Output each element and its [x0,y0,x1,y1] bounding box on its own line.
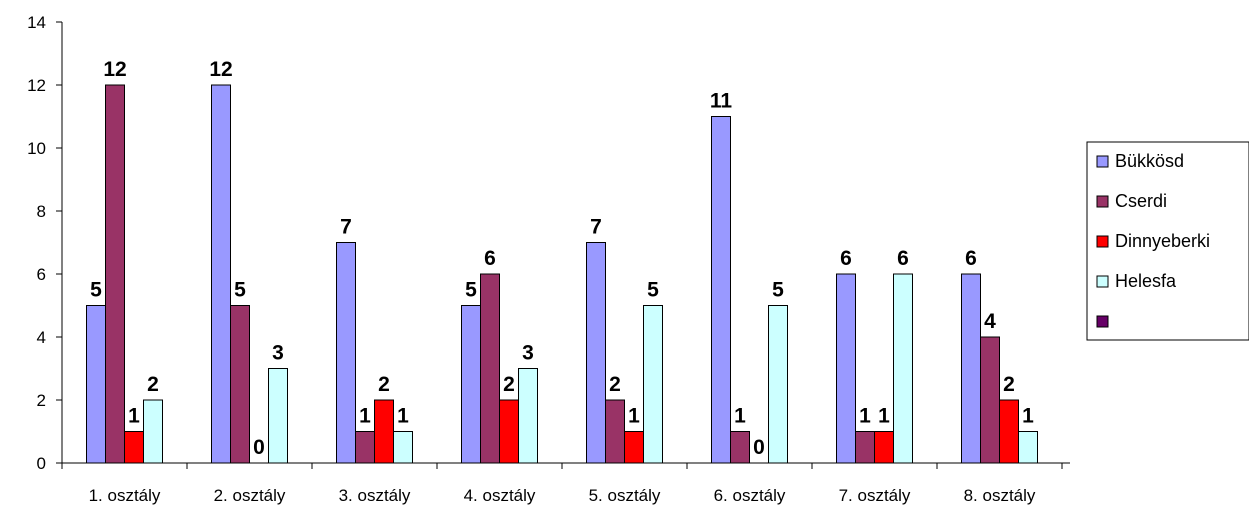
data-label: 7 [340,216,352,239]
data-label: 1 [628,405,640,428]
bar-bükkösd [836,273,856,464]
y-tick-label: 14 [27,13,46,32]
bar-cserdi [355,431,375,464]
bar-bükkösd [586,242,606,464]
data-label: 5 [647,279,659,302]
y-tick-label: 0 [37,454,46,473]
data-label: 5 [465,279,477,302]
x-tick-label: 2. osztály [214,486,286,505]
data-label: 2 [147,373,159,396]
bar-helesfa [268,368,288,464]
data-label: 11 [710,90,733,113]
data-label: 2 [378,373,390,396]
data-label: 5 [90,279,102,302]
data-label: 7 [590,216,602,239]
data-label: 12 [209,58,232,81]
legend-label: Helesfa [1115,271,1177,291]
bar-dinnyeberki [124,431,144,464]
data-label: 6 [484,247,496,270]
x-tick-label: 3. osztály [339,486,411,505]
x-tick-label: 4. osztály [464,486,536,505]
legend-swatch [1096,275,1109,288]
legend-label: Cserdi [1115,191,1167,211]
data-label: 1 [878,405,890,428]
data-label: 1 [128,405,140,428]
bar-cserdi [230,305,250,464]
bar-dinnyeberki [874,431,894,464]
data-label: 6 [897,247,909,270]
y-tick-label: 2 [37,391,46,410]
bar-dinnyeberki [374,399,394,464]
data-label: 1 [859,405,871,428]
bar-helesfa [518,368,538,464]
bar-cserdi [855,431,875,464]
data-label: 3 [272,342,284,365]
legend-swatch [1096,195,1109,208]
data-label: 0 [253,436,265,459]
bar-bükkösd [211,84,231,464]
x-tick-label: 5. osztály [589,486,661,505]
x-axis: 1. osztály 2. osztály 3. osztály 4. osztály… [61,462,1070,505]
x-tick-label: 1. osztály [89,486,161,505]
data-label: 6 [840,247,852,270]
bar-helesfa [393,431,413,464]
bar-dinnyeberki [999,399,1019,464]
x-tick-label: 6. osztály [714,486,786,505]
y-tick-label: 4 [37,328,46,347]
legend-label: Dinnyeberki [1115,231,1210,251]
bar-cserdi [730,431,750,464]
data-label: 1 [359,405,371,428]
bar-helesfa [893,273,913,464]
legend-swatch [1096,155,1109,168]
bar-bükkösd [336,242,356,464]
bar-dinnyeberki [499,399,519,464]
bar-cserdi [980,336,1000,464]
data-label: 2 [1003,373,1015,396]
bar-helesfa [768,305,788,464]
data-label: 2 [503,373,515,396]
y-axis: 0 2 4 6 8 10 12 14 [27,13,63,473]
data-label: 3 [522,342,534,365]
y-tick-label: 12 [27,76,46,95]
x-tick-label: 8. osztály [964,486,1036,505]
bar-bükkösd [86,305,106,464]
legend-label: Bükkösd [1115,151,1184,171]
y-tick-label: 10 [27,139,46,158]
bar-helesfa [143,399,163,464]
data-label: 0 [753,436,765,459]
data-label: 1 [397,405,409,428]
x-tick-label: 7. osztály [839,486,911,505]
bar-bükkösd [711,116,731,464]
bar-cserdi [480,273,500,464]
legend-box [1086,141,1249,341]
data-label: 6 [965,247,977,270]
bar-dinnyeberki [624,431,644,464]
bar-bükkösd [961,273,981,464]
bar-helesfa [1018,431,1038,464]
legend-swatch [1096,235,1109,248]
bar-helesfa [643,305,663,464]
data-label: 1 [1022,405,1034,428]
bars [86,84,1038,464]
bar-cserdi [605,399,625,464]
data-label: 5 [772,279,784,302]
y-tick-label: 6 [37,265,46,284]
bar-bükkösd [461,305,481,464]
data-label: 5 [234,279,246,302]
y-tick-label: 8 [37,202,46,221]
legend-swatch [1096,315,1109,328]
data-label: 4 [984,310,996,333]
data-label: 2 [609,373,621,396]
legend: Bükkösd Cserdi Dinnyeberki Helesfa [1086,141,1249,341]
bar-cserdi [105,84,125,464]
data-label: 1 [734,405,746,428]
data-label: 12 [103,58,126,81]
